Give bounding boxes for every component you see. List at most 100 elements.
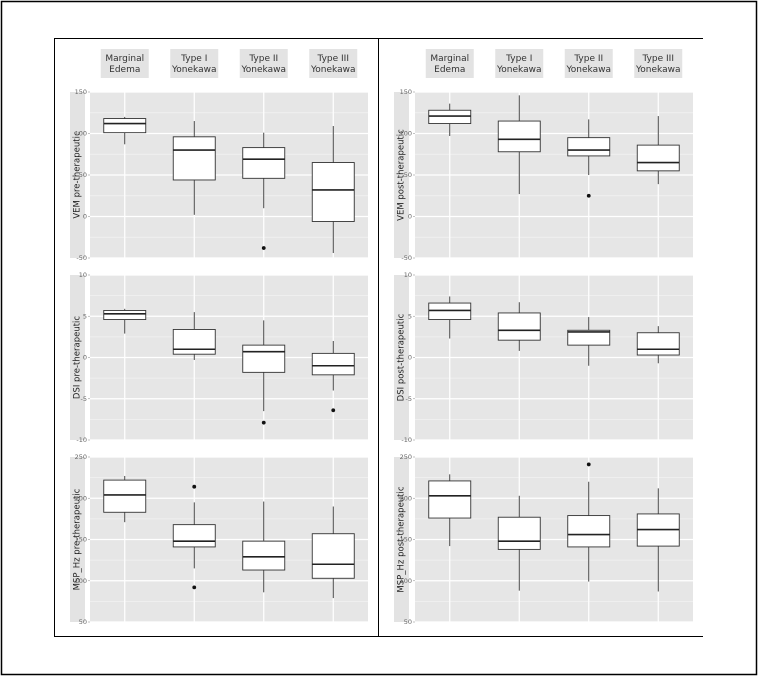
group-header-label: Type I Yonekawa <box>171 54 217 75</box>
box <box>567 137 611 157</box>
group-header-line: Type III <box>642 54 675 64</box>
y-tick-label: 200 <box>75 494 87 502</box>
box-group <box>636 326 680 364</box>
group-header-box <box>309 49 358 78</box>
panel: DSI post-therapeutic 10 5 0 -5 -10 <box>394 271 693 444</box>
y-tick-label: 150 <box>75 536 87 544</box>
box <box>172 136 216 181</box>
group-header-line: Marginal <box>430 54 469 64</box>
group-header-label: Marginal Edema <box>105 54 144 75</box>
box-group <box>497 95 541 195</box>
box <box>242 540 286 571</box>
box-group <box>636 116 680 185</box>
y-tick-label: 10 <box>404 271 412 279</box>
y-tick-label: 50 <box>79 618 87 626</box>
box-group <box>242 501 286 593</box>
box <box>242 147 286 179</box>
outlier-point <box>586 462 591 467</box>
box-group <box>567 462 611 582</box>
y-tick-label: 0 <box>83 354 87 362</box>
y-tick-label: 0 <box>83 213 87 221</box>
outlier-point <box>192 484 197 489</box>
box <box>242 344 286 373</box>
y-tick-label: 150 <box>400 536 412 544</box>
group-header-box <box>170 49 219 78</box>
group-header-label: Type II Yonekawa <box>241 54 287 75</box>
box <box>636 332 680 356</box>
box <box>497 312 541 341</box>
group-header-line: Type II <box>573 54 603 64</box>
box <box>567 329 611 346</box>
box-group <box>636 488 680 592</box>
y-tick-label: -10 <box>76 436 87 444</box>
box <box>428 480 472 519</box>
chart-column-pre-therapeutic: Marginal Edema Type I Yonekawa Type II Yoneka… <box>70 49 368 626</box>
group-header-line: Type I <box>180 54 207 64</box>
group-header-line: Edema <box>434 65 465 75</box>
y-tick-label: 250 <box>400 453 412 461</box>
y-tick-label: 150 <box>75 88 87 96</box>
facet-strip <box>70 457 85 622</box>
box-group <box>567 317 611 366</box>
box-group <box>497 302 541 351</box>
box <box>636 144 680 172</box>
box <box>497 516 541 550</box>
box-group <box>172 484 216 590</box>
outlier-point <box>261 420 266 425</box>
group-header-line: Yonekawa <box>171 65 217 75</box>
box-group <box>172 312 216 360</box>
facet-strip <box>70 275 85 440</box>
box-group <box>428 103 472 136</box>
group-header-label: Type I Yonekawa <box>496 54 542 75</box>
box-group <box>428 296 472 339</box>
box <box>172 524 216 548</box>
box-group <box>311 506 355 599</box>
y-axis-label: DSI pre-therapeutic <box>73 316 83 400</box>
group-header-label: Type III Yonekawa <box>310 54 356 75</box>
y-axis-label: MSP_Hz pre-therapeutic <box>73 488 83 590</box>
y-tick-label: -50 <box>76 254 87 262</box>
panel: VEM pre-therapeutic 150 100 50 0 -50 <box>70 88 368 262</box>
box <box>311 352 355 376</box>
box <box>497 120 541 153</box>
box-group <box>242 132 286 250</box>
outlier-point <box>331 408 336 413</box>
box <box>103 310 147 321</box>
box-group <box>103 116 147 145</box>
box <box>103 118 147 134</box>
box <box>311 162 355 222</box>
y-tick-label: 10 <box>79 271 87 279</box>
group-header-box <box>634 49 683 78</box>
box-group <box>497 495 541 591</box>
outlier-point <box>586 193 591 198</box>
group-header-line: Yonekawa <box>635 65 681 75</box>
facet-strip <box>70 92 85 258</box>
box <box>172 329 216 355</box>
facet-strip <box>394 275 409 440</box>
group-header-line: Marginal <box>105 54 144 64</box>
y-axis-label: VEM post-therapeutic <box>397 129 407 221</box>
y-tick-label: 0 <box>408 354 412 362</box>
y-tick-label: 100 <box>75 130 87 138</box>
group-header-box <box>425 49 474 78</box>
y-tick-label: -10 <box>401 436 412 444</box>
box-group <box>172 121 216 215</box>
y-tick-label: 150 <box>400 88 412 96</box>
box-group <box>311 341 355 413</box>
box-group <box>311 126 355 254</box>
group-header-label: Marginal Edema <box>430 54 469 75</box>
y-axis-label: VEM pre-therapeutic <box>73 131 83 219</box>
y-tick-label: 0 <box>408 213 412 221</box>
box <box>428 302 472 320</box>
group-header-line: Edema <box>109 65 140 75</box>
box <box>428 109 472 124</box>
y-tick-label: -50 <box>401 254 412 262</box>
facet-strip <box>394 92 409 258</box>
group-header-box <box>239 49 288 78</box>
box-group <box>242 320 286 425</box>
group-header-label: Type II Yonekawa <box>566 54 612 75</box>
panel: MSP_Hz pre-therapeutic 250 200 150 100 50 <box>70 453 368 626</box>
y-tick-label: 250 <box>75 453 87 461</box>
